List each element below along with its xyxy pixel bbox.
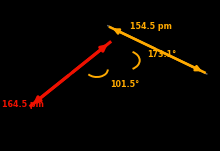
Text: 173.1°: 173.1° xyxy=(147,50,177,59)
Text: 154.5 pm: 154.5 pm xyxy=(130,22,172,31)
Text: 164.5 pm: 164.5 pm xyxy=(2,100,44,109)
Text: 101.5°: 101.5° xyxy=(110,80,139,89)
